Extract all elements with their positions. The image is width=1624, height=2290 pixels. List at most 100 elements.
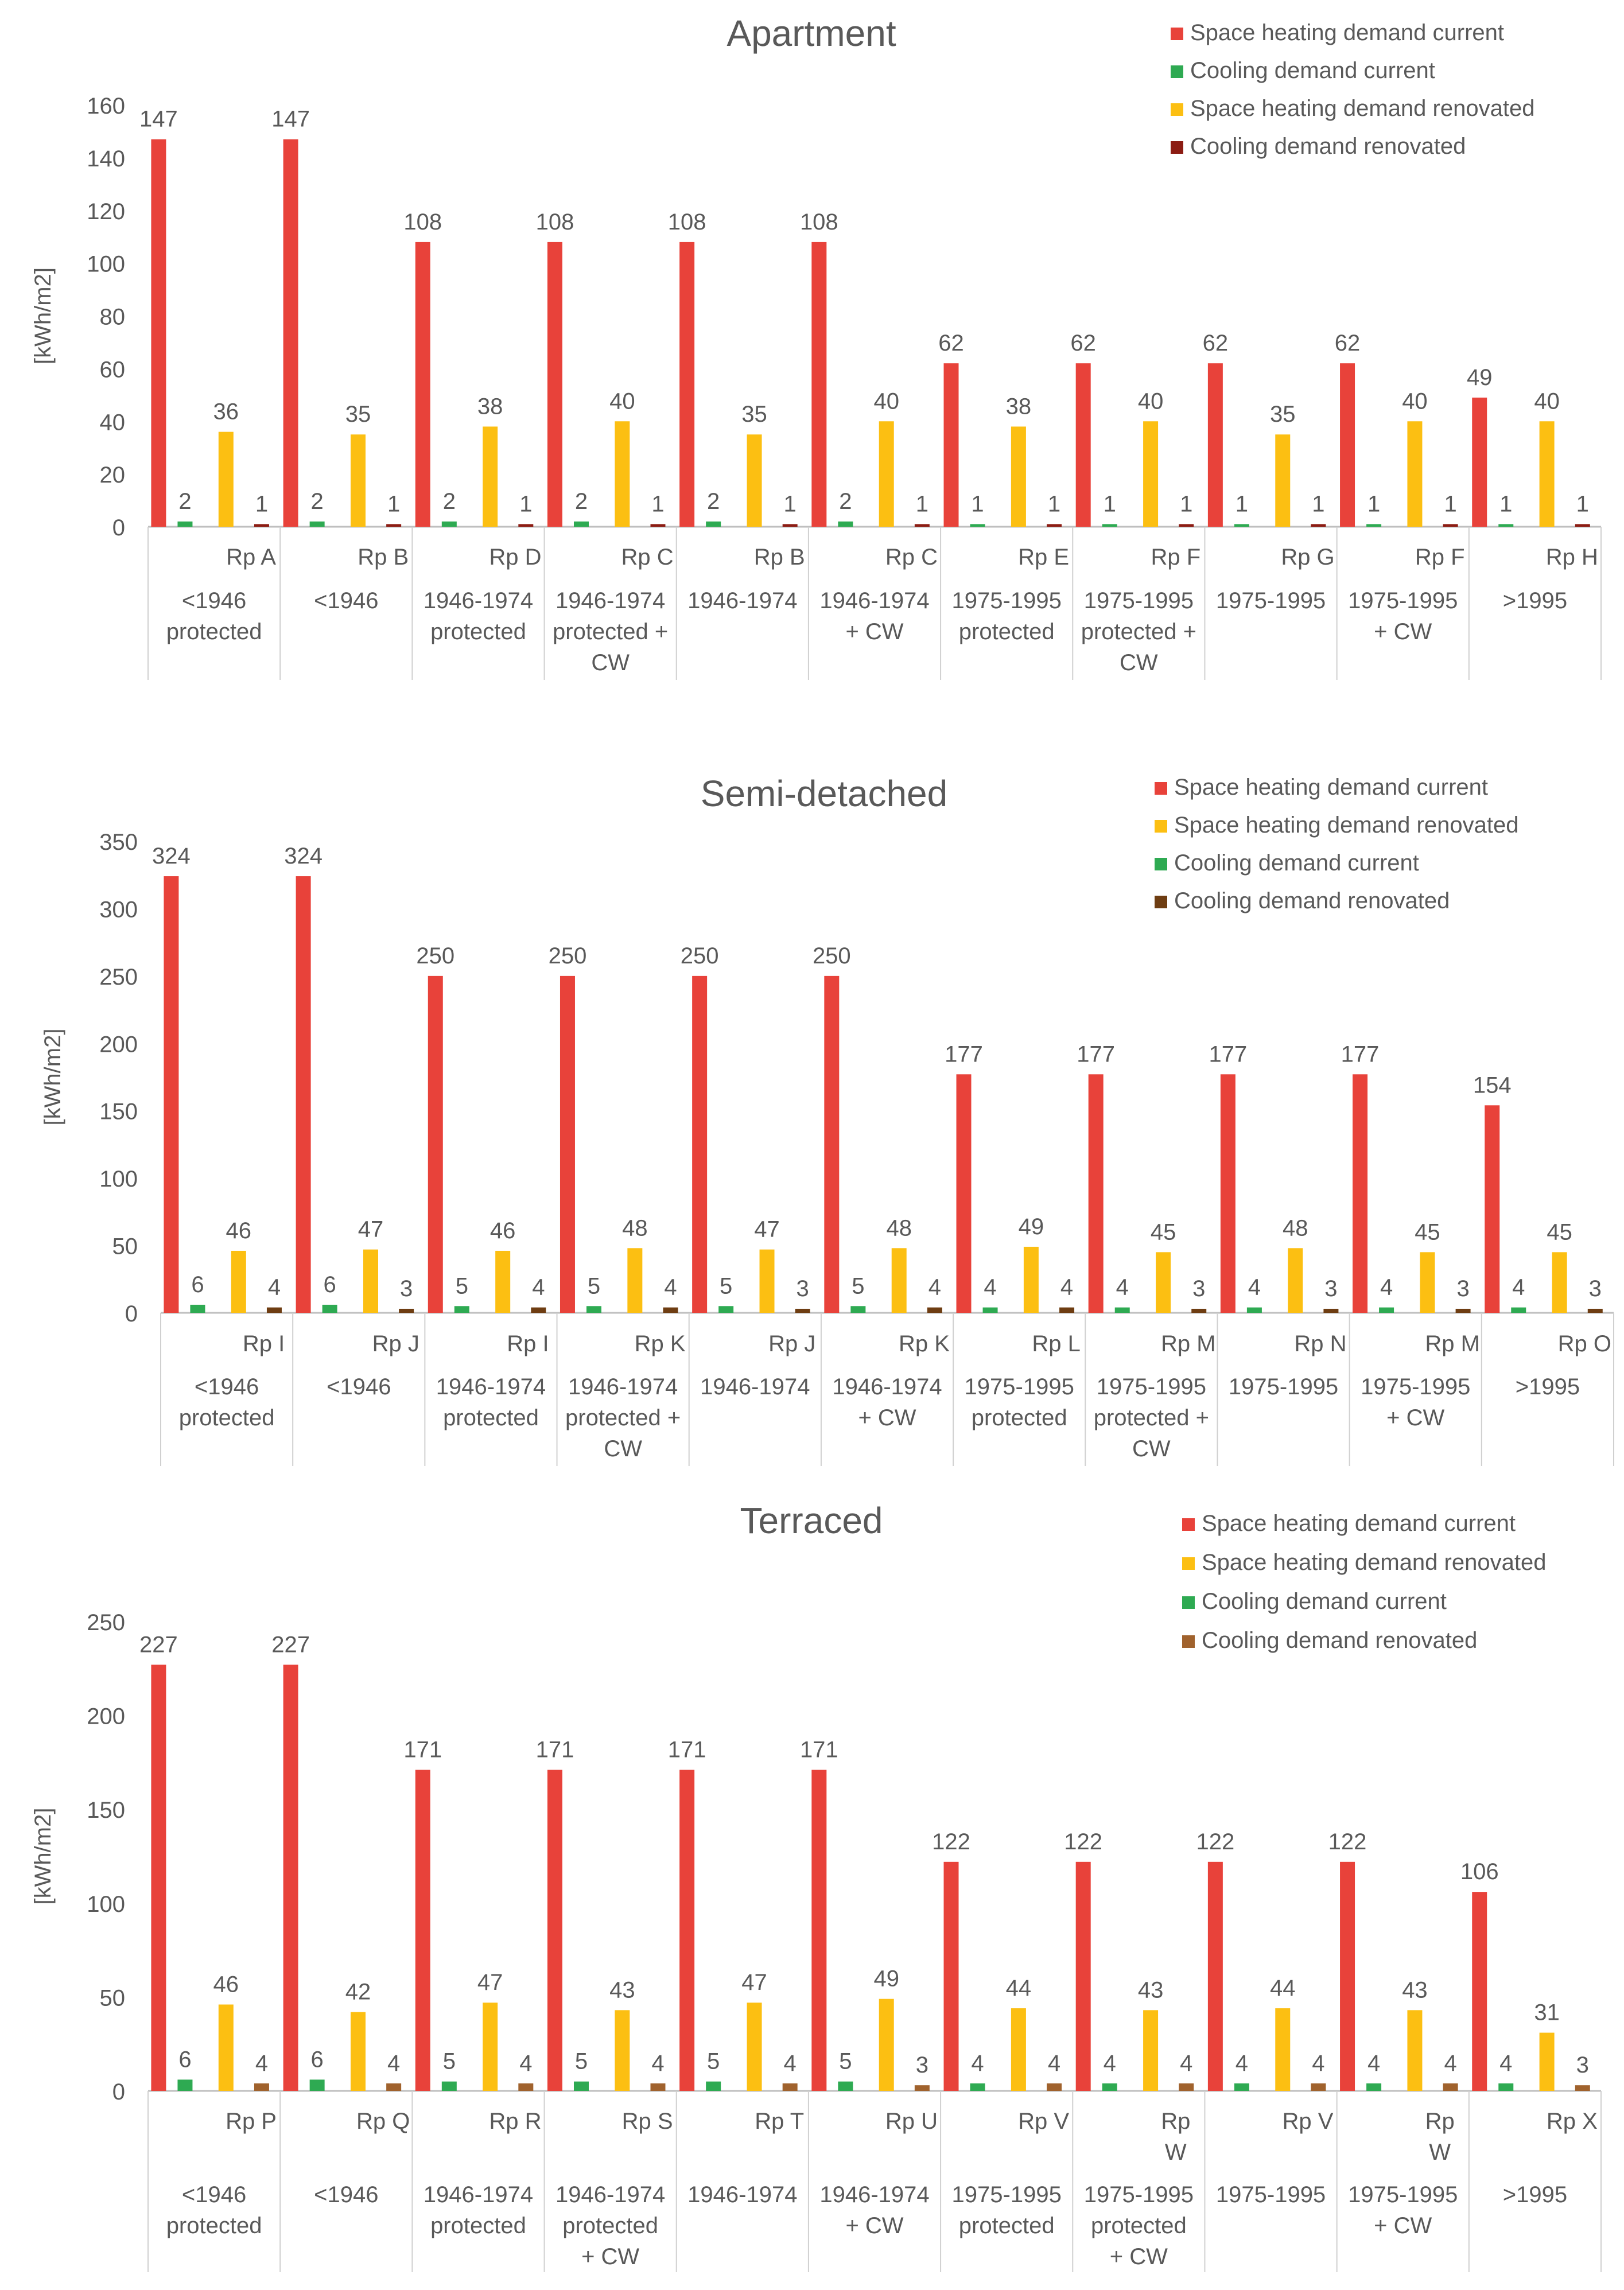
legend-entry: Space heating demand current: [1190, 20, 1504, 45]
data-label: 4: [1367, 2051, 1380, 2076]
category-period-label: <1946: [182, 588, 246, 613]
data-label: 171: [536, 1737, 574, 1762]
category-rp-label: Rp I: [243, 1331, 285, 1356]
data-label: 147: [271, 107, 310, 132]
category-period-label: 1946-1974: [436, 1374, 546, 1399]
category-rp-label: Rp F: [1415, 545, 1465, 570]
y-tick-label: 150: [87, 1798, 125, 1823]
bar-cooling-demand-renovated: [1191, 1308, 1207, 1313]
bar-space-heating-demand-renovated: [1539, 2032, 1555, 2091]
category-period-label: 1975-1995: [1348, 2182, 1458, 2207]
data-label: 40: [873, 388, 899, 414]
category-rp-label: Rp T: [755, 2109, 804, 2134]
bar-cooling-demand-renovated: [1587, 1308, 1603, 1313]
data-label: 35: [1270, 402, 1296, 427]
bar-cooling-demand-renovated: [1323, 1308, 1339, 1313]
y-tick-label: 350: [99, 830, 138, 855]
y-tick-label: 40: [100, 410, 126, 435]
data-label: 324: [152, 843, 191, 869]
bar-space-heating-demand-current: [1340, 363, 1355, 527]
data-label: 47: [358, 1217, 384, 1242]
bar-space-heating-demand-current: [1472, 397, 1487, 527]
data-label: 4: [984, 1275, 996, 1300]
data-label: 5: [443, 2049, 456, 2074]
bar-cooling-demand-current: [1511, 1307, 1526, 1313]
data-label: 62: [1335, 331, 1361, 356]
bar-cooling-demand-current: [970, 2083, 985, 2091]
legend-swatch: [1182, 1596, 1195, 1609]
bar-space-heating-demand-current: [1353, 1074, 1368, 1313]
data-label: 5: [456, 1273, 468, 1298]
category-period-label: <1946: [182, 2182, 246, 2207]
category-period-label: + CW: [845, 2213, 903, 2238]
bar-space-heating-demand-current: [692, 975, 708, 1313]
bar-space-heating-demand-renovated: [1288, 1248, 1303, 1313]
data-label: 47: [741, 1970, 767, 1995]
bar-cooling-demand-current: [441, 521, 457, 527]
bar-space-heating-demand-current: [1340, 1861, 1355, 2091]
bar-cooling-demand-current: [1102, 524, 1117, 527]
category-period-label: protected +: [565, 1405, 681, 1430]
bar-cooling-demand-renovated: [531, 1307, 546, 1313]
category-period-label: + CW: [858, 1405, 916, 1430]
bar-cooling-demand-renovated: [1575, 524, 1590, 527]
data-label: 1: [255, 491, 268, 516]
y-tick-label: 300: [99, 897, 138, 922]
data-label: 2: [178, 489, 191, 514]
legend-swatch: [1182, 1557, 1195, 1570]
y-tick-label: 0: [112, 515, 125, 541]
bar-space-heating-demand-current: [943, 1861, 959, 2091]
category-rp-label: Rp B: [754, 545, 805, 570]
data-label: 4: [784, 2051, 797, 2076]
category-period-label: protected: [959, 2213, 1055, 2238]
bar-space-heating-demand-current: [811, 242, 827, 527]
category-period-label: protected +: [1081, 619, 1196, 644]
category-rp-label: Rp J: [372, 1331, 419, 1356]
y-axis-label: [kWh/m2]: [30, 1808, 56, 1905]
y-tick-label: 50: [100, 1985, 126, 2011]
data-label: 45: [1415, 1219, 1440, 1245]
bar-cooling-demand-current: [1366, 2083, 1382, 2091]
legend-entry: Cooling demand current: [1190, 58, 1435, 83]
data-label: 4: [651, 2051, 664, 2076]
bar-cooling-demand-current: [1234, 524, 1249, 527]
category-rp-label: Rp Q: [356, 2109, 410, 2134]
category-period-label: + CW: [1374, 619, 1432, 644]
bar-space-heating-demand-current: [283, 139, 298, 527]
bar-space-heating-demand-renovated: [747, 2003, 762, 2091]
bar-cooling-demand-current: [706, 521, 721, 527]
data-label: 108: [536, 209, 574, 235]
category-rp-label: Rp: [1425, 2109, 1455, 2134]
bar-space-heating-demand-current: [1485, 1105, 1500, 1313]
y-tick-label: 120: [87, 199, 125, 224]
category-rp-label: Rp L: [1032, 1331, 1081, 1356]
category-period-label: 1975-1995: [965, 1374, 1074, 1399]
data-label: 40: [1138, 388, 1164, 414]
data-label: 5: [588, 1273, 600, 1298]
data-label: 250: [416, 943, 454, 969]
data-label: 49: [1019, 1214, 1044, 1239]
y-axis-label: [kWh/m2]: [30, 267, 56, 364]
bar-space-heating-demand-current: [415, 242, 430, 527]
bar-cooling-demand-renovated: [1179, 524, 1194, 527]
bar-space-heating-demand-renovated: [1420, 1252, 1435, 1313]
category-period-label: 1975-1995: [1097, 1374, 1206, 1399]
bar-space-heating-demand-renovated: [759, 1249, 775, 1313]
category-rp-label: Rp N: [1294, 1331, 1346, 1356]
bar-cooling-demand-renovated: [1047, 524, 1062, 527]
data-label: 4: [1444, 2051, 1456, 2076]
category-period-label: + CW: [1386, 1405, 1444, 1430]
category-rp-label: Rp I: [507, 1331, 549, 1356]
y-tick-label: 100: [99, 1167, 138, 1192]
data-label: 2: [575, 489, 588, 514]
category-rp-label: W: [1429, 2140, 1451, 2165]
data-label: 48: [622, 1215, 648, 1241]
y-axis-label: [kWh/m2]: [40, 1029, 65, 1126]
bar-space-heating-demand-current: [151, 1665, 166, 2091]
data-label: 38: [477, 394, 503, 419]
bar-space-heating-demand-renovated: [1539, 421, 1555, 527]
bar-cooling-demand-renovated: [1311, 524, 1326, 527]
bar-cooling-demand-renovated: [1443, 524, 1458, 527]
bar-space-heating-demand-current: [956, 1074, 972, 1313]
